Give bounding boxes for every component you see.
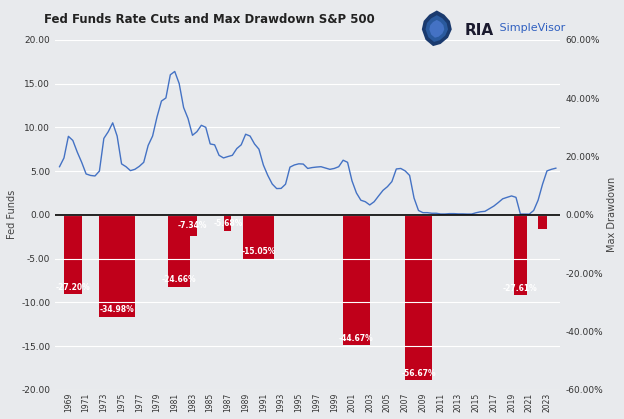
Bar	[99, 215, 135, 317]
Text: -5.68%: -5.68%	[213, 219, 243, 228]
Text: SimpleVisor: SimpleVisor	[496, 23, 565, 33]
Y-axis label: Fed Funds: Fed Funds	[7, 190, 17, 240]
Text: Fed Funds Rate Cuts and Max Drawdown S&P 500: Fed Funds Rate Cuts and Max Drawdown S&P…	[44, 13, 374, 26]
Text: -24.66%: -24.66%	[162, 275, 197, 284]
Polygon shape	[426, 15, 448, 42]
Text: RIA: RIA	[465, 23, 494, 38]
Bar	[405, 215, 432, 380]
Text: -7.34%: -7.34%	[178, 221, 207, 230]
Bar	[188, 215, 197, 236]
Bar	[243, 215, 275, 259]
Bar	[168, 215, 190, 287]
Polygon shape	[422, 10, 452, 46]
Text: -27.61%: -27.61%	[503, 284, 538, 293]
Text: -56.67%: -56.67%	[401, 369, 436, 378]
Bar	[514, 215, 527, 295]
Y-axis label: Max Drawdown: Max Drawdown	[607, 177, 617, 253]
Text: -27.20%: -27.20%	[56, 282, 90, 292]
Text: -44.67%: -44.67%	[339, 334, 374, 343]
Bar	[64, 215, 82, 294]
Bar	[538, 215, 547, 230]
Text: -34.98%: -34.98%	[100, 305, 135, 314]
Text: -15.05%: -15.05%	[241, 247, 276, 256]
Bar	[343, 215, 370, 345]
Polygon shape	[429, 20, 444, 38]
Bar	[225, 215, 232, 231]
